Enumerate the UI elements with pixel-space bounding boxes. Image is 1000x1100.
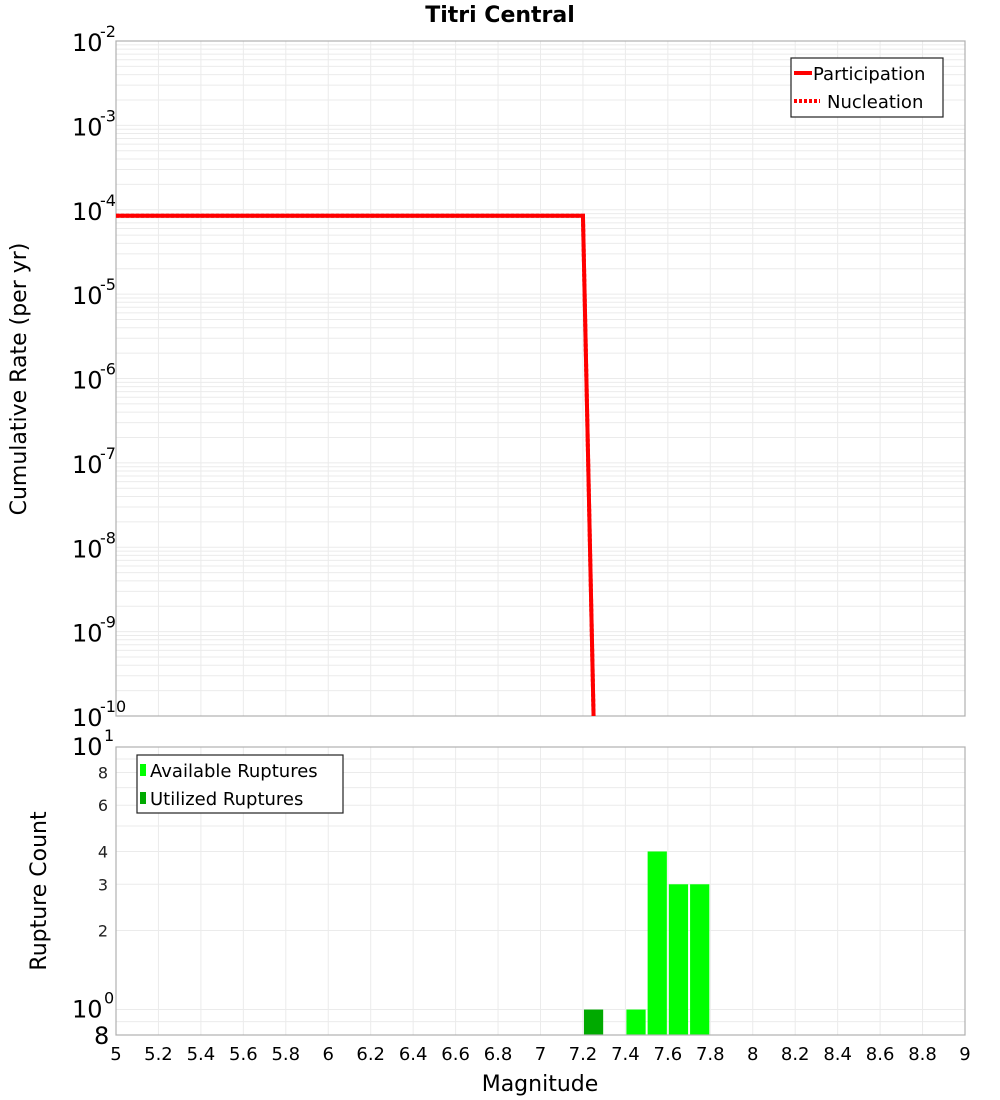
available-ruptures-bar (648, 851, 667, 1035)
y-tick-label: 4 (98, 842, 108, 861)
legend-available: Available Ruptures (150, 761, 318, 782)
bottom-y-axis-label: Rupture Count (27, 811, 52, 971)
svg-text:10: 10 (72, 620, 103, 648)
y-tick-label: 6 (98, 796, 108, 815)
svg-text:0: 0 (104, 989, 114, 1008)
x-tick-label: 7.6 (654, 1044, 683, 1065)
y-tick-label: 8 (94, 1022, 109, 1050)
svg-text:10: 10 (72, 113, 103, 141)
utilized-swatch-icon (140, 792, 146, 804)
x-tick-label: 7.2 (569, 1044, 598, 1065)
top-y-axis-label: Cumulative Rate (per yr) (7, 243, 32, 516)
svg-text:10: 10 (72, 704, 103, 732)
x-axis-label: Magnitude (482, 1072, 599, 1097)
mfd-chart: Titri Central 10-210-310-410-510-610-710… (0, 0, 1000, 1100)
svg-text:-5: -5 (100, 275, 116, 294)
svg-text:2: 2 (98, 922, 108, 941)
svg-text:-7: -7 (100, 444, 116, 463)
bottom-legend: Available Ruptures Utilized Ruptures (137, 755, 343, 813)
y-tick-label: 10-3 (72, 106, 116, 141)
y-tick-label: 8 (98, 763, 108, 782)
x-tick-label: 6 (323, 1044, 334, 1065)
x-tick-label: 5.8 (271, 1044, 300, 1065)
svg-text:10: 10 (72, 733, 103, 761)
top-plot: 10-210-310-410-510-610-710-810-910-10 Cu… (7, 22, 965, 732)
y-tick-label: 100 (72, 989, 114, 1024)
available-swatch-icon (140, 764, 146, 776)
x-tick-label: 7.8 (696, 1044, 725, 1065)
y-tick-label: 10-6 (72, 360, 116, 395)
x-tick-label: 7 (535, 1044, 546, 1065)
svg-text:10: 10 (72, 29, 103, 57)
x-tick-label: 5.6 (229, 1044, 258, 1065)
x-tick-label: 5.4 (187, 1044, 216, 1065)
y-tick-label: 10-2 (72, 22, 116, 57)
bottom-bars (584, 851, 709, 1035)
x-tick-label: 6.6 (441, 1044, 470, 1065)
svg-text:-10: -10 (100, 697, 126, 716)
x-tick-label: 5 (110, 1044, 121, 1065)
svg-text:3: 3 (98, 875, 108, 894)
svg-text:4: 4 (98, 842, 108, 861)
available-ruptures-bar (669, 884, 688, 1035)
svg-text:-8: -8 (100, 528, 116, 547)
x-tick-label: 8.4 (823, 1044, 852, 1065)
legend-utilized: Utilized Ruptures (150, 789, 303, 810)
svg-text:10: 10 (72, 198, 103, 226)
svg-text:1: 1 (104, 726, 114, 745)
y-tick-label: 10-5 (72, 275, 116, 310)
y-tick-label: 10-7 (72, 444, 116, 479)
x-tick-label: 7.4 (611, 1044, 640, 1065)
bottom-y-ticks: 101864321008 (72, 726, 114, 1050)
x-tick-label: 8.2 (781, 1044, 810, 1065)
x-tick-label: 8.8 (908, 1044, 937, 1065)
svg-text:10: 10 (72, 282, 103, 310)
svg-text:6: 6 (98, 796, 108, 815)
svg-text:8: 8 (98, 763, 108, 782)
svg-text:10: 10 (72, 451, 103, 479)
x-tick-label: 9 (959, 1044, 970, 1065)
svg-text:8: 8 (94, 1022, 109, 1050)
svg-text:10: 10 (72, 996, 103, 1024)
x-tick-label: 8.6 (866, 1044, 895, 1065)
y-tick-label: 10-10 (72, 697, 126, 732)
y-tick-label: 2 (98, 922, 108, 941)
svg-text:10: 10 (72, 367, 103, 395)
y-tick-label: 3 (98, 875, 108, 894)
utilized-ruptures-bar (584, 1010, 603, 1035)
svg-text:-4: -4 (100, 191, 116, 210)
x-tick-label: 5.2 (144, 1044, 173, 1065)
y-tick-label: 10-8 (72, 528, 116, 563)
x-tick-label: 8 (747, 1044, 758, 1065)
svg-text:-6: -6 (100, 360, 116, 379)
available-ruptures-bar (626, 1010, 645, 1035)
top-y-ticks: 10-210-310-410-510-610-710-810-910-10 (72, 22, 126, 732)
top-grid (116, 41, 965, 716)
x-tick-label: 6.4 (399, 1044, 428, 1065)
nucleation-line (116, 216, 594, 716)
x-tick-label: 6.2 (356, 1044, 385, 1065)
top-legend: Participation Nucleation (791, 58, 943, 117)
svg-text:-2: -2 (100, 22, 116, 41)
chart-title: Titri Central (425, 3, 575, 28)
legend-nucleation: Nucleation (827, 92, 923, 113)
available-ruptures-bar (690, 884, 709, 1035)
legend-participation: Participation (813, 64, 925, 85)
top-series (116, 216, 594, 716)
participation-line (116, 216, 594, 716)
y-tick-label: 10-9 (72, 613, 116, 648)
bottom-plot: 101864321008 55.25.45.65.866.26.46.66.87… (27, 726, 971, 1097)
x-ticks: 5 5.2 5.4 5.6 5.8 6 6.2 6.4 6.6 6.8 7 7.2 7.4 7.6 7.8 8… (110, 1044, 970, 1065)
svg-text:-9: -9 (100, 613, 116, 632)
x-tick-label: 6.8 (484, 1044, 513, 1065)
y-tick-label: 10-4 (72, 191, 116, 226)
svg-text:-3: -3 (100, 106, 116, 125)
svg-text:10: 10 (72, 535, 103, 563)
